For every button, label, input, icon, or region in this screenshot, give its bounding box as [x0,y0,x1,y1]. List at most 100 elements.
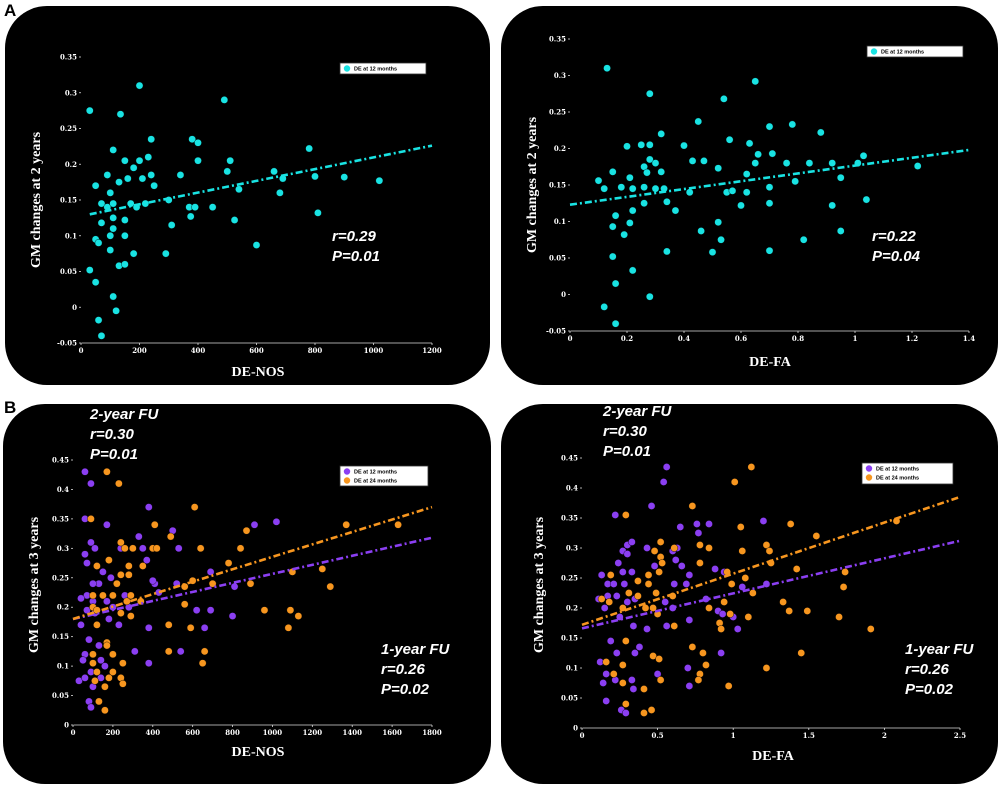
data-point [714,164,723,173]
y-axis-label: GM changes at 3 years [532,516,547,653]
data-point [305,144,313,153]
data-point [89,659,97,667]
data-point [174,544,183,553]
data-point [79,656,87,665]
data-point [671,556,680,564]
y-tick-label: 0.35 [60,53,77,62]
data-point [609,670,618,678]
data-point [608,252,617,261]
data-point [107,573,115,582]
data-point [600,303,609,311]
data-point [728,187,737,195]
data-point [236,544,245,553]
stat-annotation: P=0.02 [905,681,954,698]
data-point [91,544,99,553]
data-point [93,621,101,629]
data-point [762,664,771,672]
data-point [625,589,633,597]
data-point [176,171,185,179]
data-point [167,221,176,229]
data-point [194,138,202,147]
data-point [836,173,845,182]
data-point [223,167,232,176]
x-tick-label: 0 [71,728,76,737]
data-point [121,216,129,224]
data-point [661,598,669,606]
data-point [656,538,665,546]
data-point [670,580,679,588]
chart-panel-3: 0 200 400 600 800 1000 1200 1400 1600 1800 0 0.05 0.… [3,404,491,784]
data-point [144,503,153,511]
data-point [191,203,199,211]
x-tick-label: 400 [191,346,206,355]
data-point [600,604,609,612]
data-point [711,565,719,573]
x-tick-label: 1800 [422,728,442,737]
data-point [609,580,618,588]
data-point [103,171,112,179]
y-axis-label: GM changes at 2 years [525,116,540,253]
data-point [125,562,133,570]
data-point [242,526,251,535]
data-point [342,520,351,529]
data-point [805,159,814,167]
stat-annotation: P=0.01 [332,248,380,265]
data-point [129,164,138,172]
data-point [685,571,694,579]
data-point [705,520,713,528]
data-point [87,479,95,488]
data-point [106,231,115,240]
data-point [101,706,109,715]
data-point [250,520,259,529]
data-point [738,583,747,591]
data-point [788,120,797,129]
x-axis-label: DE-FA [749,355,792,370]
data-point [653,670,662,678]
y-axis-label: GM changes at 3 years [27,516,42,653]
data-point [97,656,105,665]
data-point [649,652,657,660]
data-point [651,159,660,167]
data-point [643,168,651,177]
panel-label-a: A [4,1,16,20]
data-point [109,214,117,222]
data-point [602,697,610,705]
stat-annotation: r=0.30 [603,423,647,440]
data-point [785,607,793,615]
y-tick-label: 0.2 [554,144,566,153]
x-axis-label: DE-NOS [232,745,285,760]
data-point [620,230,628,239]
trend-line [72,536,433,621]
data-point [340,173,349,181]
data-point [109,292,117,301]
data-point [226,156,234,165]
legend-label: DE at 12 months [354,67,397,73]
data-point [115,621,123,629]
data-point [708,248,717,256]
x-tick-label: 1200 [422,346,442,355]
data-point [152,544,161,553]
data-point [129,249,138,258]
data-point [196,544,205,553]
x-tick-label: 1.4 [963,334,975,343]
data-point [81,467,89,476]
data-point [99,591,107,600]
data-point [105,674,113,682]
data-point [85,106,94,115]
x-tick-label: 2.5 [954,731,966,740]
data-point [744,613,753,621]
y-tick-label: 0.05 [561,694,578,703]
data-point [812,532,821,540]
data-point [200,624,209,632]
data-point [135,156,144,165]
data-point [655,655,663,663]
data-point [749,589,757,597]
y-tick-label: 0 [573,724,578,733]
y-tick-label: 0.1 [566,664,578,673]
data-point [117,609,125,617]
data-point [659,478,668,486]
y-tick-label: 0.45 [52,456,69,465]
x-tick-label: 1000 [364,346,384,355]
data-point [135,81,144,90]
